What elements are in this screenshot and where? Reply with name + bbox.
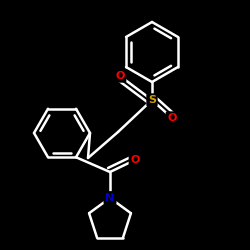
Text: S: S	[148, 95, 156, 105]
Text: N: N	[106, 193, 114, 203]
Text: O: O	[115, 71, 125, 81]
Text: O: O	[167, 113, 177, 123]
Text: O: O	[130, 155, 140, 165]
Text: N: N	[106, 193, 114, 203]
